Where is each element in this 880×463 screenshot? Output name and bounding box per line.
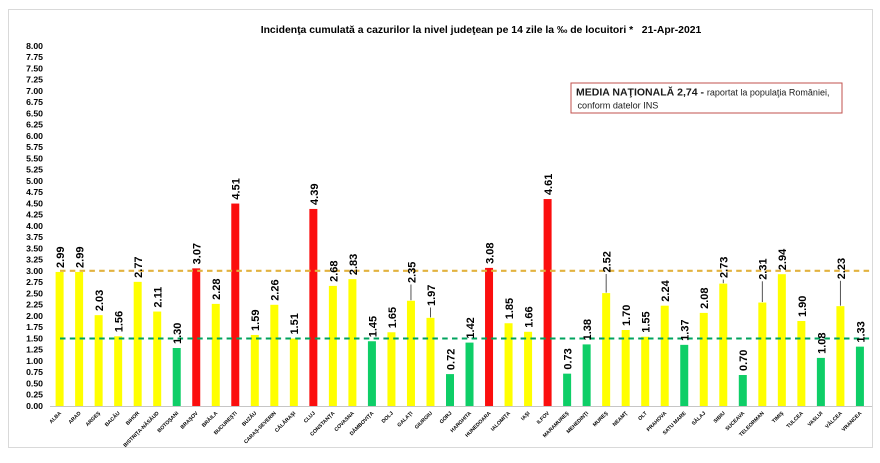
svg-text:5.25: 5.25: [26, 165, 43, 175]
svg-text:8.00: 8.00: [26, 41, 43, 51]
svg-text:2.50: 2.50: [26, 288, 43, 298]
svg-text:3.50: 3.50: [26, 243, 43, 253]
svg-text:7.50: 7.50: [26, 63, 43, 73]
svg-text:1.38: 1.38: [582, 319, 594, 340]
svg-text:1.50: 1.50: [26, 333, 43, 343]
svg-text:0.50: 0.50: [26, 378, 43, 388]
svg-text:MEDIA NAŢIONALĂ 2,74 - raporta: MEDIA NAŢIONALĂ 2,74 - raportat la popul…: [576, 86, 829, 99]
svg-text:0.75: 0.75: [26, 367, 43, 377]
svg-text:7.00: 7.00: [26, 86, 43, 96]
svg-text:2.99: 2.99: [55, 247, 67, 268]
svg-text:3.00: 3.00: [26, 266, 43, 276]
svg-text:4.39: 4.39: [309, 184, 321, 205]
svg-text:7.25: 7.25: [26, 75, 43, 85]
svg-text:5.00: 5.00: [26, 176, 43, 186]
svg-text:1.37: 1.37: [680, 319, 692, 340]
svg-text:1.97: 1.97: [426, 285, 438, 306]
svg-text:1.51: 1.51: [289, 313, 301, 334]
svg-text:1.70: 1.70: [621, 305, 633, 326]
svg-text:5.75: 5.75: [26, 142, 43, 152]
svg-text:6.25: 6.25: [26, 120, 43, 130]
svg-text:2.35: 2.35: [406, 262, 418, 283]
svg-text:2.23: 2.23: [836, 258, 848, 279]
svg-text:4.61: 4.61: [543, 174, 555, 195]
svg-text:4.75: 4.75: [26, 187, 43, 197]
svg-text:0.25: 0.25: [26, 390, 43, 400]
svg-text:1.30: 1.30: [172, 323, 184, 344]
svg-text:1.55: 1.55: [641, 311, 653, 332]
svg-text:2.24: 2.24: [660, 279, 672, 301]
svg-text:4.00: 4.00: [26, 221, 43, 231]
svg-text:2.99: 2.99: [75, 247, 87, 268]
svg-text:3.08: 3.08: [484, 242, 496, 263]
svg-text:2.25: 2.25: [26, 300, 43, 310]
svg-text:4.50: 4.50: [26, 198, 43, 208]
svg-text:0.72: 0.72: [445, 349, 457, 370]
svg-text:0.00: 0.00: [26, 401, 43, 411]
svg-text:1.59: 1.59: [250, 310, 262, 331]
svg-text:0.70: 0.70: [738, 350, 750, 371]
svg-text:3.07: 3.07: [192, 243, 204, 264]
svg-text:conform datelor INS: conform datelor INS: [578, 101, 659, 111]
svg-text:2.52: 2.52: [602, 251, 614, 272]
svg-text:6.00: 6.00: [26, 131, 43, 141]
svg-text:1.90: 1.90: [797, 296, 809, 317]
svg-text:1.42: 1.42: [465, 317, 477, 338]
svg-text:4.51: 4.51: [231, 178, 243, 199]
svg-text:2.75: 2.75: [26, 277, 43, 287]
svg-text:1.56: 1.56: [114, 311, 126, 332]
svg-text:2.31: 2.31: [758, 258, 770, 279]
svg-text:7.75: 7.75: [26, 52, 43, 62]
svg-text:1.08: 1.08: [816, 332, 828, 353]
svg-text:1.33: 1.33: [855, 321, 867, 342]
svg-text:0.73: 0.73: [563, 348, 575, 369]
svg-text:1.45: 1.45: [367, 316, 379, 337]
svg-text:1.65: 1.65: [387, 307, 399, 328]
svg-text:2.03: 2.03: [94, 290, 106, 311]
svg-text:OLT: OLT: [637, 410, 649, 422]
svg-text:5.50: 5.50: [26, 153, 43, 163]
svg-text:3.75: 3.75: [26, 232, 43, 242]
svg-text:6.75: 6.75: [26, 97, 43, 107]
svg-text:6.50: 6.50: [26, 108, 43, 118]
svg-text:2.08: 2.08: [699, 287, 711, 308]
svg-text:1.75: 1.75: [26, 322, 43, 332]
svg-text:1.85: 1.85: [504, 298, 516, 319]
svg-text:2.77: 2.77: [133, 256, 145, 277]
svg-text:2.00: 2.00: [26, 311, 43, 321]
svg-text:1.00: 1.00: [26, 356, 43, 366]
svg-text:2.26: 2.26: [270, 279, 282, 300]
svg-text:2.83: 2.83: [348, 254, 360, 275]
svg-text:2.68: 2.68: [328, 260, 340, 281]
svg-text:Incidenţa cumulată a cazurilor: Incidenţa cumulată a cazurilor la nivel …: [261, 25, 702, 36]
svg-text:1.25: 1.25: [26, 345, 43, 355]
svg-text:3.25: 3.25: [26, 255, 43, 265]
svg-text:2.73: 2.73: [719, 257, 731, 278]
svg-text:1.66: 1.66: [523, 306, 535, 327]
svg-text:2.28: 2.28: [211, 278, 223, 299]
svg-text:4.25: 4.25: [26, 210, 43, 220]
svg-text:IAŞI: IAŞI: [520, 410, 532, 422]
svg-text:2.11: 2.11: [153, 287, 165, 308]
svg-text:2.94: 2.94: [777, 248, 789, 270]
